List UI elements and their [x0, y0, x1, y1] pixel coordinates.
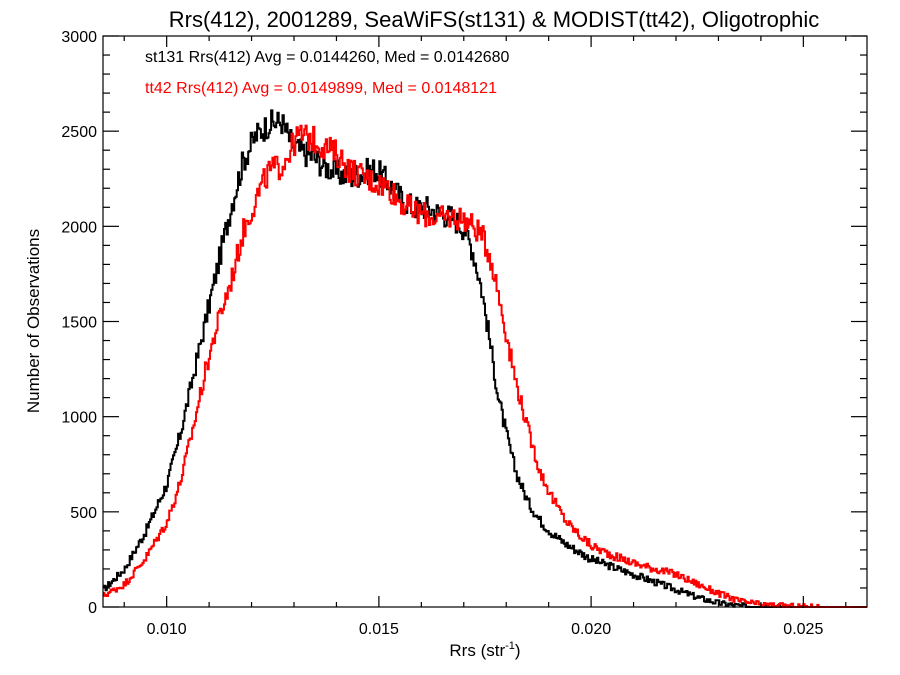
- y-tick-label: 2500: [61, 124, 97, 141]
- series-annotation-st131: st131 Rrs(412) Avg = 0.0144260, Med = 0.…: [145, 49, 510, 66]
- series-line-st131: [103, 109, 867, 608]
- y-tick-label: 500: [70, 505, 97, 522]
- x-tick-label: 0.020: [571, 621, 611, 638]
- x-axis-label-close: ): [515, 641, 521, 660]
- x-axis-label-main: Rrs (str: [449, 641, 505, 660]
- y-tick-label: 0: [88, 600, 97, 617]
- series-annotation-tt42: tt42 Rrs(412) Avg = 0.0149899, Med = 0.0…: [145, 80, 497, 97]
- y-tick-label: 2000: [61, 219, 97, 236]
- chart-title: Rrs(412), 2001289, SeaWiFS(st131) & MODI…: [169, 7, 819, 32]
- x-tick-label: 0.025: [783, 621, 823, 638]
- x-axis-label: Rrs (str-1): [449, 640, 520, 660]
- plot-frame: [102, 35, 868, 608]
- x-axis-label-superscript: -1: [505, 640, 515, 652]
- series-line-tt42: [103, 124, 867, 608]
- axis-ticks: 0.010 0.015 0.020 0.025 0 500 1000 1500 2000 2500…: [61, 29, 867, 638]
- y-tick-label: 3000: [61, 29, 97, 46]
- x-tick-label: 0.010: [147, 621, 187, 638]
- series-lines: [103, 109, 867, 608]
- y-tick-label: 1000: [61, 410, 97, 427]
- y-axis-label: Number of Observations: [24, 229, 43, 413]
- x-tick-label: 0.015: [359, 621, 399, 638]
- y-tick-label: 1500: [61, 315, 97, 332]
